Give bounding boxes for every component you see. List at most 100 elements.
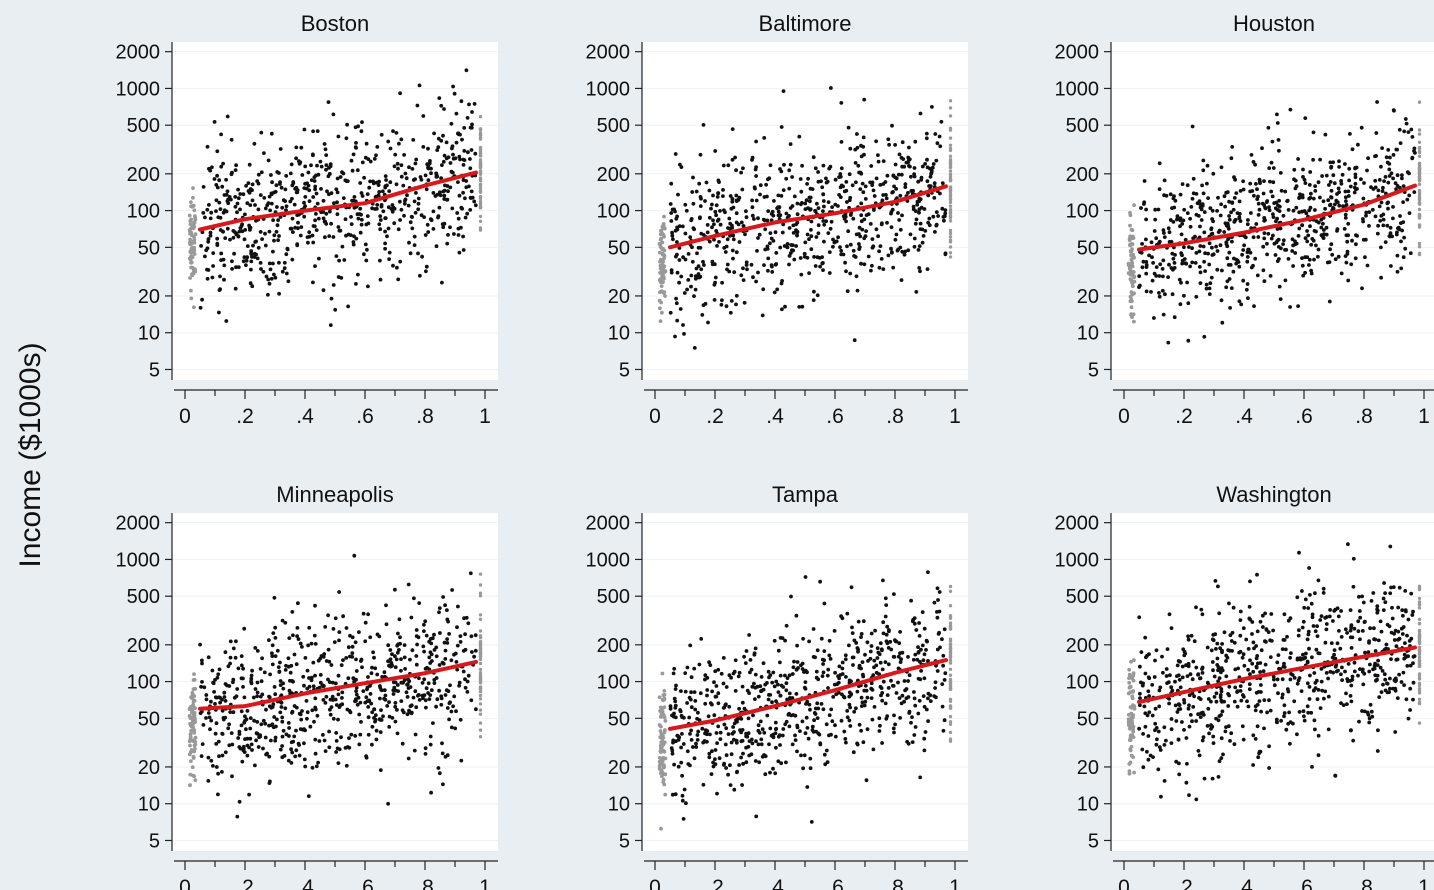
y-tick-label: 500 [597, 586, 630, 608]
data-point [440, 751, 445, 756]
data-point [219, 251, 224, 256]
edge-point [660, 671, 665, 676]
data-point [774, 745, 778, 750]
data-point [232, 251, 237, 256]
data-point [278, 679, 283, 683]
data-point [813, 655, 817, 660]
edge-point [192, 731, 197, 735]
data-point [715, 791, 719, 796]
data-point [383, 246, 387, 251]
data-point [242, 695, 247, 700]
x-tick-label: 0 [649, 876, 661, 890]
data-point [225, 226, 230, 231]
data-point [1188, 264, 1192, 269]
data-point [1194, 294, 1199, 299]
data-point [696, 729, 701, 734]
data-point [1301, 175, 1305, 179]
data-point [728, 783, 733, 787]
data-point [1339, 271, 1344, 276]
data-point [675, 225, 679, 230]
data-point [861, 190, 866, 195]
data-point [703, 673, 708, 678]
data-point [1254, 182, 1258, 186]
data-point [1381, 682, 1385, 687]
data-point [1251, 669, 1256, 674]
data-point [1343, 162, 1347, 166]
data-point [284, 663, 288, 668]
edge-point [1417, 215, 1422, 219]
data-point [779, 281, 784, 286]
data-point [898, 630, 902, 634]
data-point [1349, 262, 1354, 267]
data-point [442, 197, 447, 201]
data-point [741, 266, 745, 271]
data-point [1223, 221, 1228, 226]
data-point [1357, 719, 1361, 724]
data-point [787, 691, 792, 696]
data-point [336, 275, 341, 279]
data-point [923, 162, 927, 166]
data-point [680, 793, 685, 798]
data-point [373, 666, 378, 671]
data-point [253, 646, 258, 650]
data-point [1401, 670, 1406, 675]
data-point [1323, 616, 1328, 620]
data-point [263, 243, 268, 248]
data-point [932, 600, 937, 605]
data-point [740, 700, 745, 705]
data-point [883, 660, 888, 664]
data-point [1344, 233, 1349, 238]
data-point [893, 143, 897, 147]
data-point [898, 660, 903, 664]
data-point [379, 132, 384, 137]
edge-point [478, 219, 483, 223]
edge-point [191, 687, 196, 691]
data-point [323, 235, 327, 240]
data-point [437, 771, 442, 776]
data-point [457, 193, 462, 198]
data-point [1383, 240, 1388, 245]
data-point [455, 667, 460, 672]
y-tick-label: 2000 [586, 513, 631, 535]
data-point [1216, 679, 1220, 684]
data-point [410, 215, 414, 219]
data-point [1337, 165, 1341, 169]
data-point [207, 203, 211, 207]
data-point [267, 261, 272, 266]
data-point [839, 166, 844, 171]
edge-point [661, 271, 666, 275]
data-point [326, 647, 331, 652]
data-point [1386, 180, 1391, 185]
data-point [288, 171, 293, 176]
data-point [869, 268, 873, 273]
data-point [422, 693, 427, 697]
data-point [1237, 264, 1242, 269]
data-point [782, 162, 786, 167]
data-point [1407, 171, 1411, 176]
data-point [313, 751, 318, 756]
edge-point [948, 148, 953, 153]
edge-point [948, 165, 953, 170]
edge-point [663, 719, 668, 723]
data-point [1138, 696, 1142, 700]
data-point [791, 248, 795, 253]
data-point [912, 244, 917, 249]
data-point [1281, 213, 1286, 218]
data-point [375, 203, 380, 207]
data-point [894, 187, 899, 191]
data-point [464, 185, 469, 190]
data-point [713, 669, 718, 674]
data-point [344, 136, 349, 141]
data-point [1261, 669, 1266, 674]
data-point [280, 715, 285, 720]
data-point [330, 680, 335, 685]
data-point [913, 725, 918, 729]
data-point [416, 251, 420, 256]
data-point [711, 760, 715, 765]
data-point [1199, 218, 1204, 222]
edge-point [192, 749, 197, 754]
data-point [744, 731, 748, 736]
data-point [1218, 695, 1223, 700]
edge-point [193, 269, 198, 274]
data-point [310, 765, 315, 770]
